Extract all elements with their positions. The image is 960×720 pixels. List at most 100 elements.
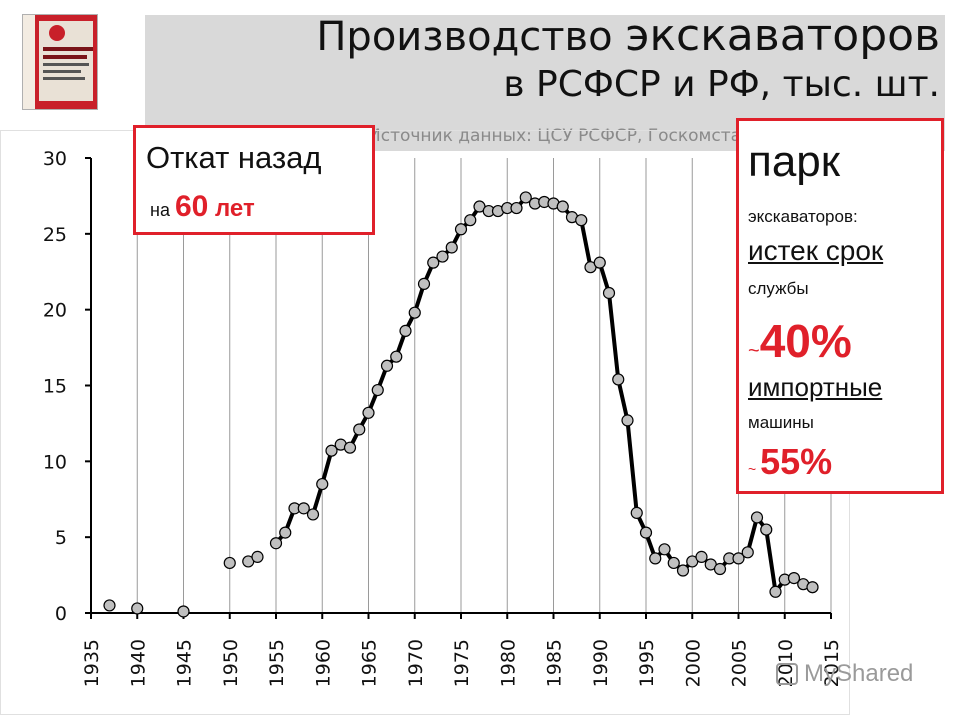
x-tick-label: 2015 [821, 639, 843, 687]
data-point-1972 [427, 256, 440, 269]
data-point-1937 [103, 599, 116, 612]
y-tick-label: 0 [55, 603, 67, 625]
data-point-1994 [630, 506, 643, 520]
callout-rollback: Откат назад на 60 лет [133, 125, 375, 235]
data-point-1967 [380, 359, 394, 372]
x-tick-label: 1990 [590, 639, 612, 687]
x-tick-label: 1985 [544, 639, 566, 687]
callout-fleet-sub2: службы [748, 279, 809, 298]
data-point-1960 [316, 477, 329, 491]
x-tick-label: 1970 [405, 639, 427, 687]
series-line-segment [764, 527, 778, 594]
emblem-icon [49, 25, 65, 41]
title-small: Производство [316, 14, 626, 60]
callout-fleet-sub1: экскаваторов: [748, 207, 858, 226]
x-tick-label: 1950 [220, 639, 242, 687]
data-point-1998 [667, 556, 680, 570]
data-point-1973 [436, 250, 449, 263]
callout-fleet-heading: парк [748, 137, 841, 186]
data-point-1982 [519, 191, 532, 204]
data-point-1991 [602, 286, 616, 300]
title-large: экскаваторов [625, 10, 940, 61]
data-point-2001 [695, 550, 708, 563]
pct-1: 40% [759, 315, 852, 367]
page-title-line2: в РСФСР и РФ, тыс. шт. [503, 64, 940, 105]
data-point-2009 [769, 585, 782, 598]
x-tick-label: 1965 [359, 639, 381, 687]
data-point-1966 [371, 383, 384, 397]
watermark-text: MyShared [804, 660, 914, 687]
data-point-2007 [750, 511, 764, 524]
data-point-1986 [556, 200, 569, 213]
x-tick-label: 1980 [497, 639, 519, 687]
data-point-2011 [787, 572, 801, 585]
x-tick-label: 1995 [636, 639, 658, 687]
data-point-1995 [639, 526, 653, 539]
y-tick-label: 10 [43, 451, 67, 473]
data-point-1988 [575, 214, 588, 227]
source-note: Источник данных: ЦСУ РСФСР, Госкомстат [368, 126, 740, 146]
book-spine [23, 15, 35, 109]
data-point-1969 [399, 324, 412, 337]
book-subtitle-bar [43, 77, 85, 80]
callout-rollback-prefix: на [150, 200, 175, 220]
data-point-1953 [251, 550, 264, 563]
data-point-2005 [732, 552, 745, 565]
book-title-bar [43, 47, 93, 51]
series-line-segment [579, 218, 593, 270]
callout-fleet: парк экскаваторов: истек срок службы ~40… [736, 118, 944, 494]
data-point-1955 [269, 537, 283, 550]
data-point-1976 [464, 214, 477, 227]
data-point-1992 [612, 373, 625, 386]
series-line-segment [616, 377, 630, 423]
pct-2: 55% [760, 441, 833, 482]
x-tick-label: 1940 [127, 639, 149, 687]
callout-rollback-value: на 60 лет [150, 190, 255, 224]
series-line-segment [607, 290, 621, 382]
x-tick-label: 1945 [174, 639, 196, 687]
y-tick-label: 5 [55, 527, 67, 549]
y-tick-label: 15 [43, 376, 67, 398]
data-point-1999 [676, 564, 690, 577]
data-point-1964 [353, 423, 366, 436]
data-point-1975 [454, 223, 468, 236]
book-panel [39, 21, 93, 101]
book-subtitle-bar [43, 63, 89, 66]
watermark-logo-icon [776, 663, 798, 685]
callout-fleet-sub3: машины [748, 413, 814, 432]
callout-fleet-value1: ~40% [748, 314, 852, 368]
book-title-bar [43, 55, 87, 59]
data-point-2013 [806, 581, 819, 594]
series-line-segment [625, 418, 639, 515]
data-point-1958 [297, 502, 310, 515]
watermark: MyShared [776, 660, 913, 688]
data-point-1993 [621, 414, 634, 427]
callout-rollback-unit: лет [208, 195, 255, 222]
data-point-1968 [390, 350, 403, 363]
data-point-2003 [713, 562, 727, 576]
x-tick-label: 1975 [451, 639, 473, 687]
data-point-1990 [593, 256, 606, 269]
callout-fleet-value2: ~ 55% [748, 441, 832, 483]
data-point-1965 [362, 406, 375, 419]
page-title-line1: Производство экскаваторов [170, 10, 940, 61]
data-point-2006 [741, 546, 754, 559]
tilde-1: ~ [748, 340, 760, 362]
data-point-1997 [658, 543, 671, 556]
book-cover-image [22, 14, 98, 110]
x-tick-label: 1960 [312, 639, 334, 687]
callout-rollback-title: Откат назад [146, 140, 322, 175]
data-point-1981 [510, 201, 523, 215]
data-point-1956 [279, 526, 292, 539]
x-tick-label: 1935 [81, 639, 103, 687]
book-subtitle-bar [43, 70, 81, 73]
x-tick-label: 2005 [729, 639, 751, 687]
y-tick-label: 25 [43, 224, 67, 246]
data-point-1974 [445, 241, 458, 254]
x-tick-label: 2000 [682, 639, 704, 687]
data-point-1961 [325, 444, 338, 457]
tilde-2: ~ [748, 461, 761, 477]
x-tick-label: 1955 [266, 639, 288, 687]
data-point-1950 [223, 556, 236, 570]
